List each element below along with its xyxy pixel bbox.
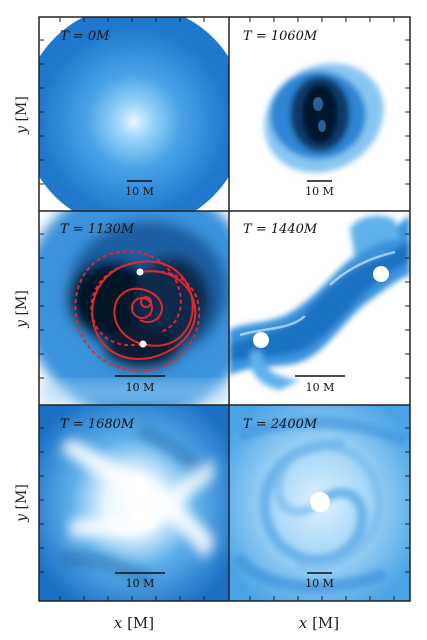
scale-bar-label: 10 M — [305, 577, 334, 590]
x-axis-var: x — [298, 614, 308, 632]
scale-bar-label: 10 M — [306, 381, 335, 394]
black-hole-2 — [139, 340, 147, 348]
black-hole-1 — [373, 266, 389, 282]
x-axis-var: x — [113, 614, 123, 632]
panel-frame — [38, 16, 411, 602]
black-hole-merged — [310, 492, 330, 512]
scale-bar-label: 10 M — [126, 577, 155, 590]
panel-5: T = 1680M 10 M — [39, 405, 229, 601]
y-axis-var: y — [13, 513, 30, 522]
black-hole-2 — [133, 507, 155, 529]
density-disk — [39, 17, 229, 211]
x-axis-unit: [M] — [312, 614, 340, 632]
panel-2: T = 1060M 10 M — [229, 17, 410, 211]
black-hole-1 — [136, 268, 144, 276]
orbit-trajectories — [74, 250, 201, 372]
y-axis-label-row-2: y [M] — [2, 279, 42, 339]
time-label: T = 0M — [60, 29, 110, 44]
y-axis-unit: [M] — [13, 290, 30, 316]
x-axis-label-col-2: x [M] — [259, 614, 379, 636]
panel-3: T = 1130M 10 M — [39, 211, 229, 405]
time-label: T = 1130M — [60, 222, 135, 237]
time-label: T = 1440M — [243, 222, 318, 237]
y-axis-var: y — [13, 125, 30, 134]
time-label: T = 1680M — [60, 417, 135, 432]
tick-marks — [39, 17, 410, 601]
panel-4: T = 1440M 10 M — [229, 211, 410, 405]
scale-bar-label: 10 M — [125, 185, 154, 198]
scale-bar-label: 10 M — [305, 185, 334, 198]
y-axis-label-row-1: y [M] — [2, 85, 42, 145]
time-label: T = 2400M — [243, 417, 318, 432]
y-axis-unit: [M] — [13, 484, 30, 510]
x-axis-unit: [M] — [127, 614, 155, 632]
panel-1: T = 0M 10 M — [39, 17, 229, 211]
x-axis-label-col-1: x [M] — [74, 614, 194, 636]
time-label: T = 1060M — [243, 29, 318, 44]
y-axis-unit: [M] — [13, 96, 30, 122]
black-hole-2 — [253, 332, 269, 348]
black-hole-1 — [127, 477, 149, 499]
panel-6: T = 2400M 10 M — [229, 405, 410, 601]
y-axis-label-row-3: y [M] — [2, 473, 42, 533]
y-axis-var: y — [13, 319, 30, 328]
scale-bar-label: 10 M — [126, 381, 155, 394]
